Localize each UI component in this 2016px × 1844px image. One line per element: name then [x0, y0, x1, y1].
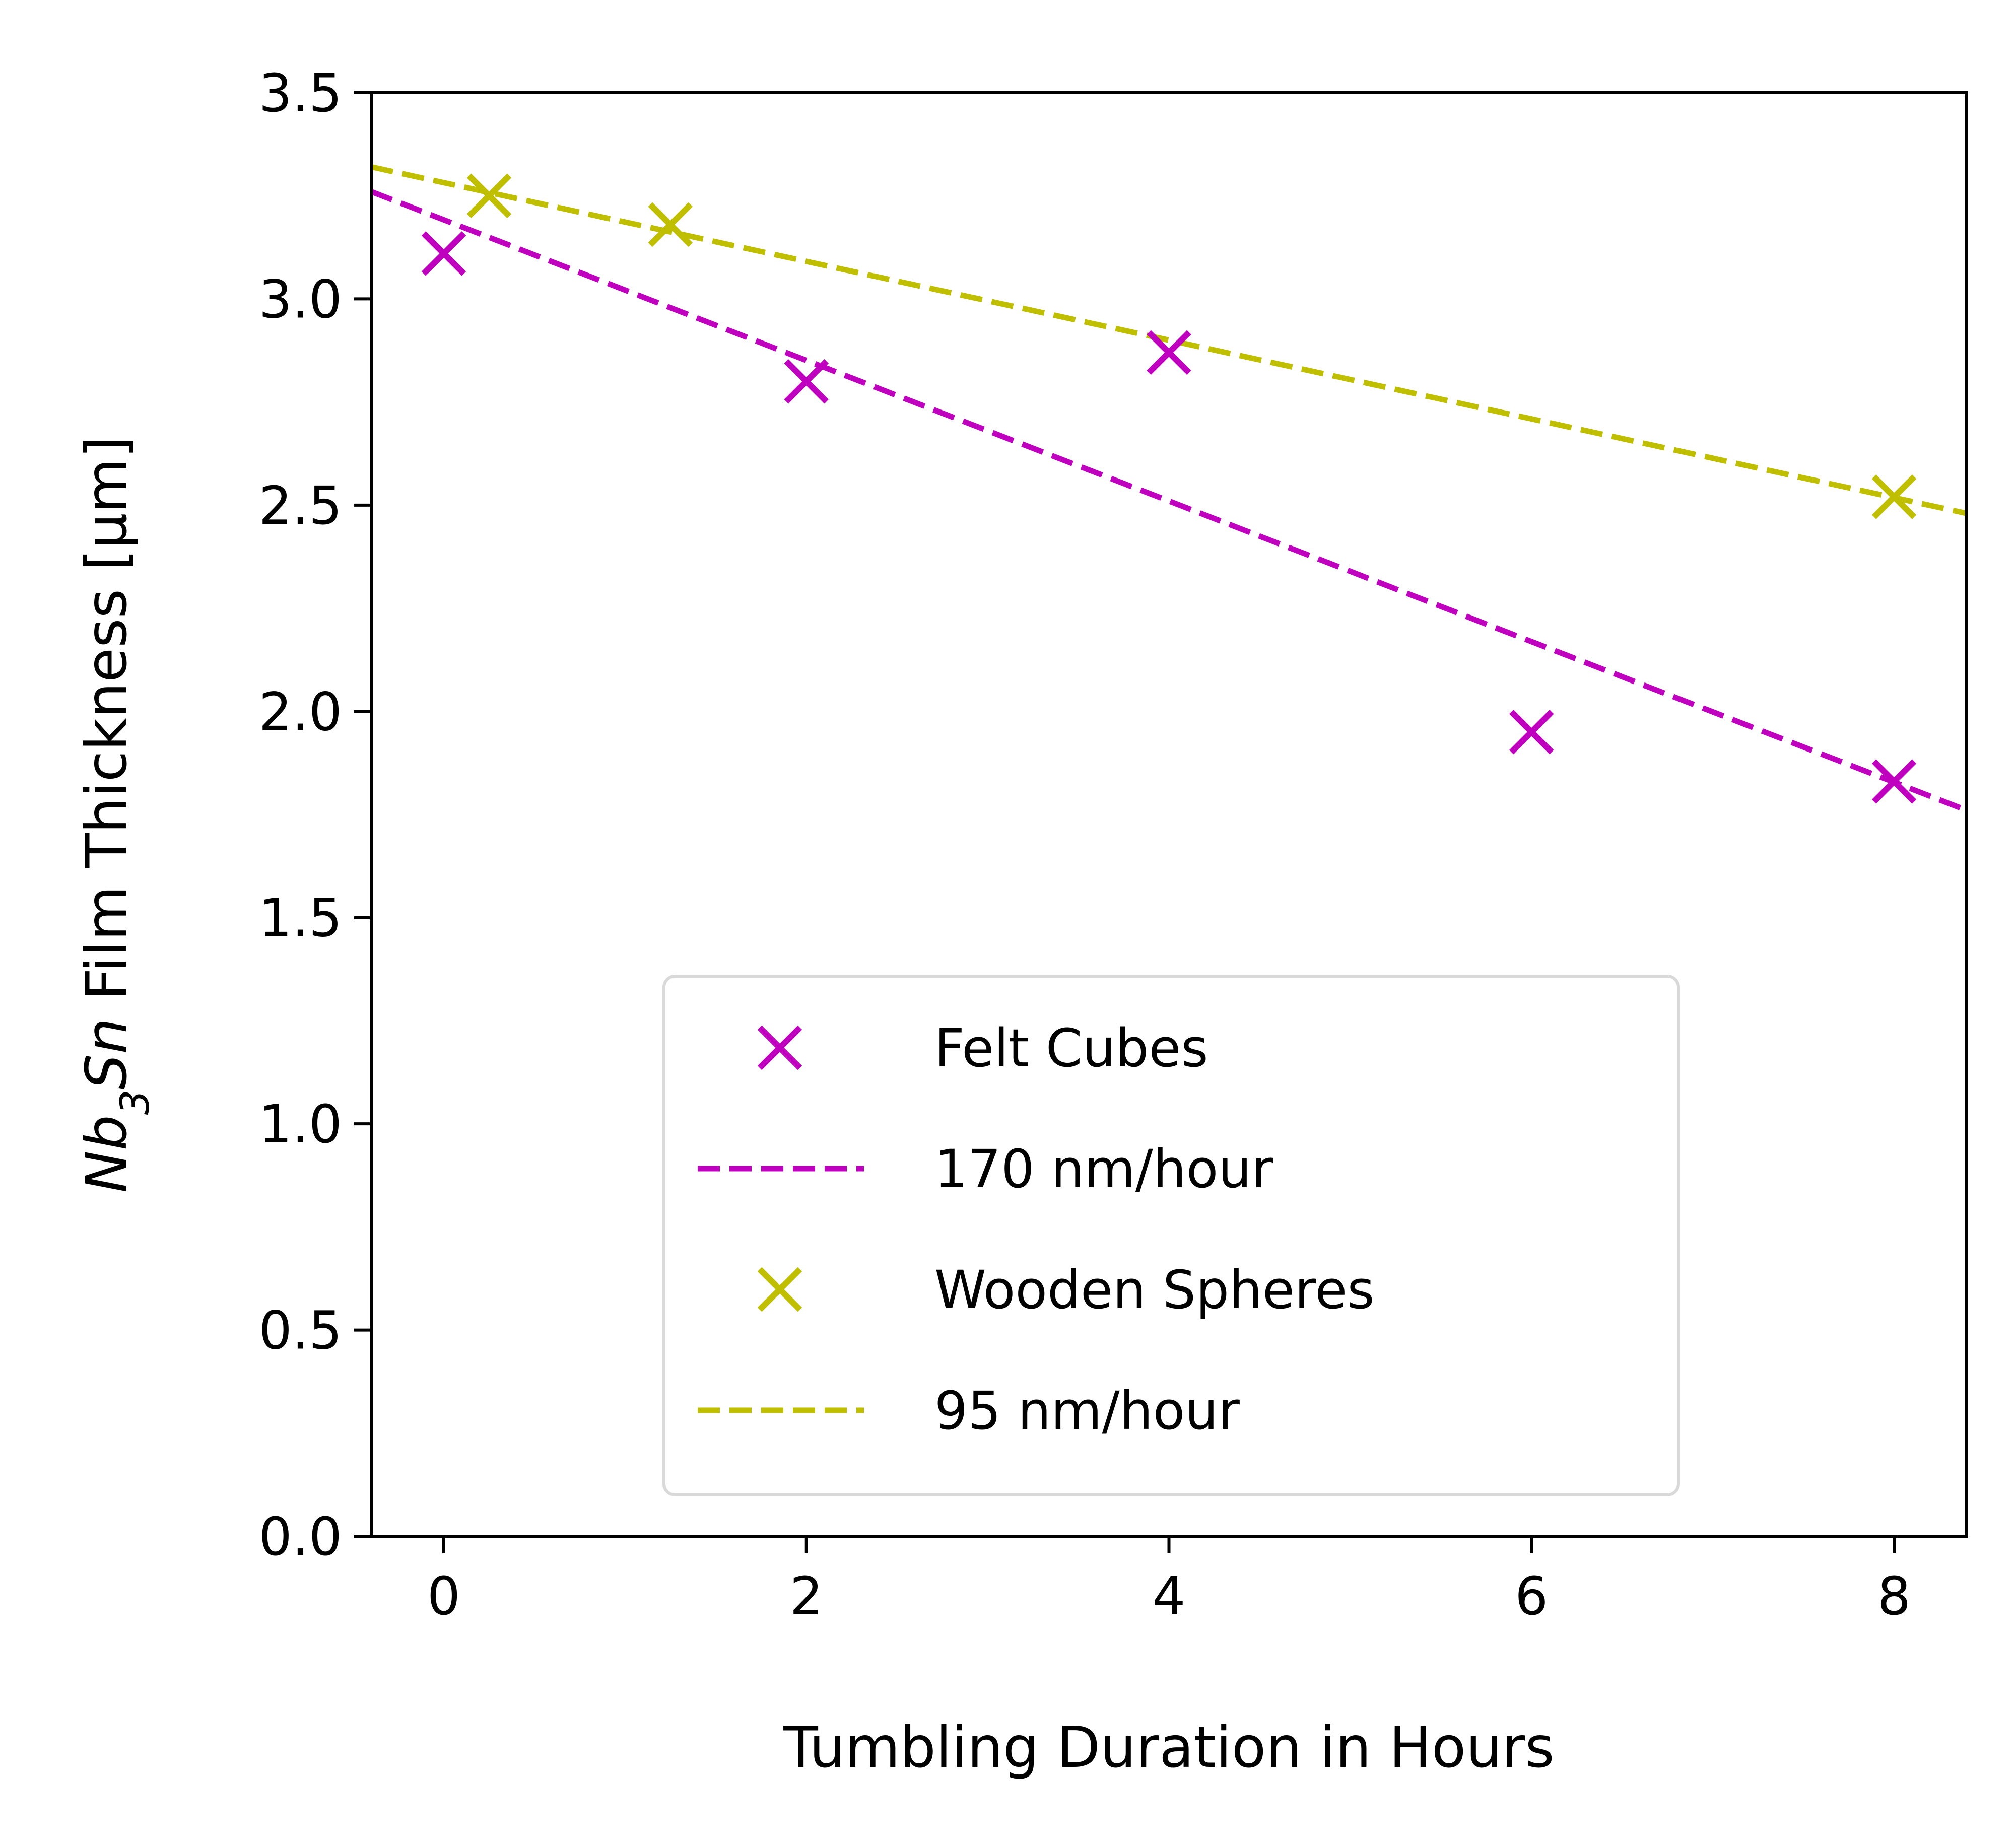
- x-axis: 0 2 4 6 8: [427, 1536, 1911, 1627]
- plot-area: [371, 164, 1967, 813]
- y-tick-label: 3.0: [259, 268, 342, 330]
- y-tick-label: 3.5: [259, 62, 342, 124]
- y-tick-label: 2.5: [259, 475, 342, 536]
- x-tick-label: 8: [1877, 1565, 1911, 1627]
- legend-label: 170 nm/hour: [934, 1138, 1273, 1200]
- data-point: [1147, 330, 1191, 375]
- y-tick-label: 1.5: [259, 887, 342, 949]
- fit-line-95-nm-hour: [371, 164, 1967, 516]
- legend-entry-170-nm-hour: 170 nm/hour: [698, 1138, 1273, 1200]
- y-axis: 0.0 0.5 1.0 1.5 2.0 2.5 3.0 3.5: [259, 62, 371, 1567]
- data-point: [1871, 474, 1917, 519]
- legend-marker: [757, 1267, 802, 1312]
- data-point: [784, 359, 829, 404]
- series-wooden-spheres: [466, 173, 1917, 519]
- legend-entry-felt-cubes: Felt Cubes: [757, 1017, 1208, 1079]
- legend-label: 95 nm/hour: [934, 1380, 1240, 1442]
- y-tick-label: 0.5: [259, 1300, 342, 1361]
- legend-entry-wooden-spheres: Wooden Spheres: [757, 1259, 1375, 1321]
- x-tick-label: 6: [1515, 1565, 1548, 1627]
- data-point: [1871, 759, 1917, 804]
- legend-entry-95-nm-hour: 95 nm/hour: [698, 1380, 1240, 1442]
- x-tick-label: 2: [790, 1565, 823, 1627]
- x-tick-label: 0: [427, 1565, 460, 1627]
- data-point: [648, 202, 693, 247]
- legend: Felt Cubes 170 nm/hour Wooden Spheres 95 nm…: [662, 975, 1680, 1496]
- legend-label: Wooden Spheres: [934, 1259, 1375, 1321]
- legend-box: [662, 975, 1680, 1496]
- y-tick-label: 0.0: [259, 1506, 342, 1567]
- y-axis-label: Nb3Sn Film Thickness [μm]: [74, 436, 158, 1193]
- x-axis-label: Tumbling Duration in Hours: [783, 1715, 1554, 1781]
- legend-marker: [757, 1025, 802, 1070]
- data-point: [421, 231, 466, 276]
- series-felt-cubes: [421, 231, 1917, 804]
- data-point: [1509, 709, 1554, 755]
- y-tick-label: 2.0: [259, 681, 342, 742]
- x-tick-label: 4: [1152, 1565, 1185, 1627]
- legend-label: Felt Cubes: [934, 1017, 1208, 1079]
- data-point: [466, 173, 512, 218]
- y-tick-label: 1.0: [259, 1094, 342, 1155]
